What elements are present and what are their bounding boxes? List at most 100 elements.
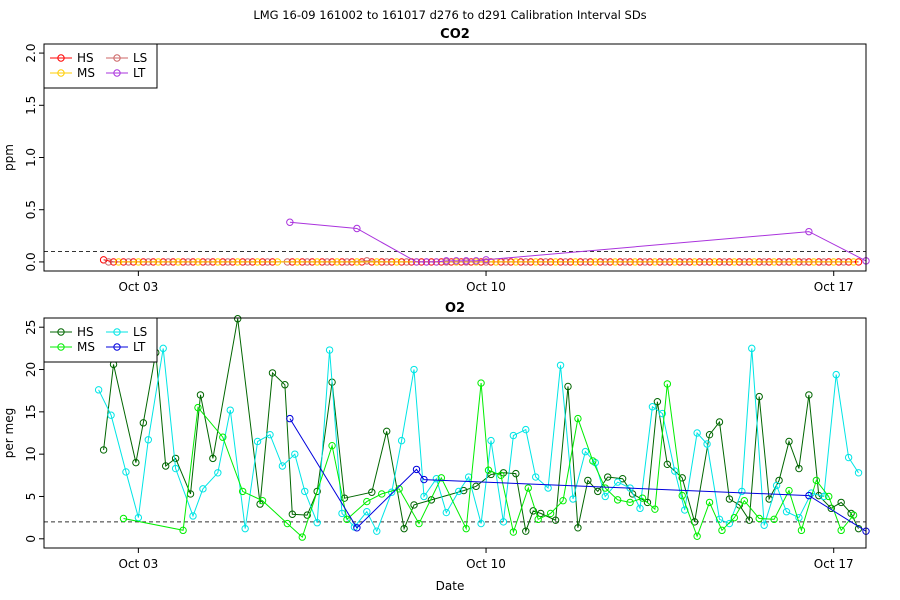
data-point: [849, 511, 858, 519]
data-point: [604, 473, 612, 481]
data-point: [631, 258, 639, 266]
data-point: [373, 258, 381, 266]
data-point: [748, 344, 756, 353]
data-point: [810, 258, 818, 266]
data-point: [410, 365, 418, 374]
y-tick-label: 25: [24, 320, 38, 335]
data-point: [107, 411, 115, 419]
panel-o2: O2 0 5 10 15 20 25 per meg Oct 03 Oct 10 Oct 17 HS L…: [2, 301, 870, 571]
data-point: [422, 258, 431, 266]
y-tick-label: 2.0: [24, 44, 38, 63]
y-tick-label: 0.0: [24, 252, 38, 271]
data-point: [705, 498, 714, 507]
legend-swatch-marker: [113, 343, 121, 351]
data-point: [690, 258, 699, 266]
data-point: [770, 258, 778, 266]
data-point: [738, 487, 746, 496]
data-point: [703, 440, 711, 448]
data-point: [671, 467, 679, 475]
series-line: [289, 221, 867, 263]
data-point: [571, 258, 580, 266]
data-point: [238, 487, 247, 496]
data-point: [693, 429, 701, 437]
data-point: [420, 475, 428, 484]
data-point: [648, 403, 657, 411]
data-point: [363, 508, 371, 516]
data-point: [715, 418, 724, 426]
x-tick-label: Oct 03: [118, 280, 158, 294]
series-ms: [119, 379, 858, 541]
data-point: [832, 370, 840, 379]
data-point: [574, 524, 582, 532]
legend-label: LS: [133, 51, 147, 65]
data-point: [209, 454, 217, 463]
page-title: LMG 16-09 161002 to 161017 d276 to d291 …: [253, 8, 646, 22]
data-point: [132, 458, 140, 467]
data-point: [613, 478, 622, 486]
data-point: [427, 496, 436, 504]
y-tick-label: 5: [24, 493, 38, 501]
data-point: [194, 403, 202, 412]
data-point: [154, 258, 162, 266]
data-point: [678, 491, 686, 500]
data-point: [313, 519, 321, 527]
legend-swatch-marker: [57, 54, 65, 62]
data-point: [693, 532, 701, 540]
data-point: [512, 258, 520, 266]
data-point: [174, 258, 182, 266]
data-point: [484, 466, 493, 474]
data-point: [569, 495, 577, 503]
data-point: [805, 227, 813, 236]
data-point: [373, 527, 381, 535]
data-point: [134, 258, 143, 266]
data-point: [546, 509, 555, 518]
x-tick-label: Oct 17: [814, 557, 854, 571]
data-point: [790, 258, 798, 266]
data-point: [363, 497, 371, 506]
data-point: [551, 258, 560, 266]
data-point: [830, 258, 838, 266]
data-point: [442, 257, 451, 265]
data-point: [161, 462, 170, 470]
data-point: [353, 258, 361, 266]
series-ls: [94, 344, 863, 535]
legend-swatch-marker: [113, 328, 121, 336]
data-point: [114, 258, 123, 266]
data-point: [286, 414, 294, 423]
data-point: [432, 475, 441, 483]
series-line: [103, 318, 859, 534]
data-point: [283, 519, 292, 528]
data-point: [482, 256, 490, 264]
data-point: [234, 315, 242, 323]
data-point: [658, 409, 667, 418]
data-point: [755, 392, 763, 401]
series-hs: [99, 315, 863, 535]
data-point: [219, 433, 227, 441]
data-point: [303, 511, 311, 519]
y-tick-label: 0.5: [24, 200, 38, 219]
data-point: [651, 258, 659, 266]
data-point: [273, 258, 282, 266]
data-point: [94, 386, 103, 394]
data-point: [663, 380, 672, 388]
data-point: [805, 491, 813, 500]
data-point: [171, 464, 180, 473]
panel-title: CO2: [440, 27, 470, 42]
data-point: [338, 509, 346, 518]
data-point: [258, 497, 267, 505]
data-point: [512, 469, 520, 478]
panel-title: O2: [445, 301, 465, 316]
data-point: [288, 510, 297, 518]
data-point: [432, 258, 441, 266]
data-point: [278, 462, 287, 470]
data-point: [293, 258, 302, 266]
data-point: [559, 497, 567, 505]
data-point: [532, 473, 540, 481]
y-tick-label: 0: [24, 535, 38, 543]
data-point: [837, 498, 845, 507]
data-point: [477, 379, 485, 387]
data-point: [196, 391, 205, 399]
data-point: [462, 257, 470, 265]
x-tick-label: Oct 10: [466, 557, 506, 571]
data-point: [522, 527, 530, 535]
